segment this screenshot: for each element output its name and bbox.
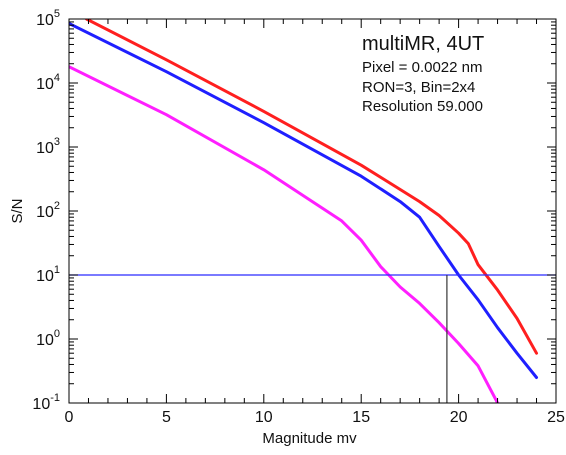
x-tick-labels: 0 5 10 15 20 25: [65, 409, 565, 426]
reference-lines: [69, 274, 556, 403]
x-tick-label: 15: [352, 409, 370, 426]
x-tick-label: 5: [162, 409, 171, 426]
annotation-resolution: Resolution 59.000: [362, 98, 483, 115]
y-tick-labels: 10-1 100 101 102 103 104 105: [32, 8, 60, 413]
y-tick-label: 101: [36, 264, 60, 285]
series-line-3: [69, 65, 500, 403]
y-tick-label: 103: [36, 136, 60, 157]
x-tick-label: 20: [450, 409, 468, 426]
series-line-1: [85, 19, 538, 355]
annotation-title: multiMR, 4UT: [362, 33, 484, 55]
x-tick-label: 25: [547, 409, 565, 426]
y-tick-label: 104: [36, 72, 60, 93]
x-tick-label: 0: [65, 409, 74, 426]
series-group: [69, 19, 538, 403]
y-tick-label: 10-1: [32, 392, 60, 413]
series-line-2: [69, 22, 538, 379]
x-axis-label: Magnitude mv: [262, 430, 357, 447]
plot-frame: [68, 18, 557, 404]
y-tick-label: 100: [36, 328, 60, 349]
y-tick-label: 105: [36, 8, 60, 29]
tick-marks: [68, 18, 557, 404]
annotation-pixel: Pixel = 0.0022 nm: [362, 59, 483, 76]
x-tick-label: 10: [255, 409, 273, 426]
y-axis-label: S/N: [9, 198, 26, 223]
annotation-ron-bin: RON=3, Bin=2x4: [362, 79, 475, 96]
y-tick-label: 102: [36, 200, 60, 221]
